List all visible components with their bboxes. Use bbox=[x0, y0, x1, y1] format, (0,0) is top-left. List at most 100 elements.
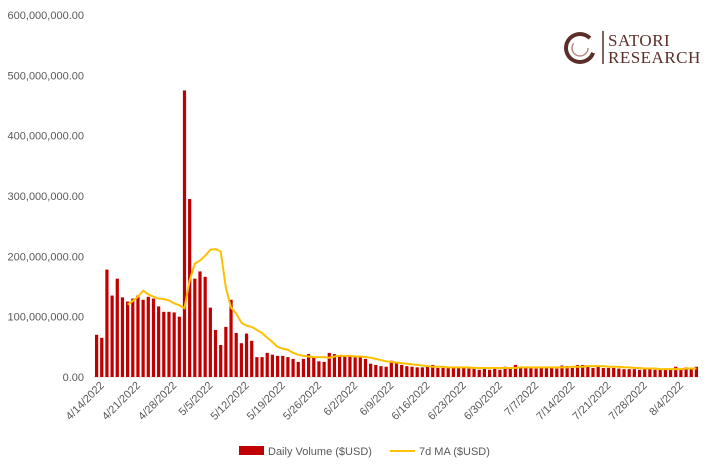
volume-bar bbox=[384, 366, 388, 377]
volume-bar bbox=[617, 368, 621, 377]
volume-bar bbox=[306, 354, 311, 377]
volume-bar bbox=[188, 199, 192, 377]
volume-bar bbox=[503, 366, 507, 377]
volume-bar bbox=[601, 367, 605, 377]
volume-bar bbox=[172, 312, 176, 377]
volume-bar bbox=[534, 368, 538, 377]
volume-bar bbox=[467, 368, 471, 377]
volume-bar bbox=[689, 369, 693, 377]
volume-bar bbox=[208, 307, 212, 377]
volume-bar bbox=[679, 368, 683, 377]
volume-bar bbox=[250, 340, 254, 377]
volume-bar bbox=[389, 360, 393, 377]
volume-bar bbox=[296, 361, 300, 377]
volume-bar bbox=[317, 361, 321, 377]
y-tick-label: 300,000,000.00 bbox=[8, 191, 84, 203]
volume-bar bbox=[560, 365, 564, 377]
legend-label-7d-ma: 7d MA ($USD) bbox=[419, 446, 490, 458]
volume-bar bbox=[115, 278, 119, 377]
volume-bar bbox=[219, 345, 223, 377]
x-axis: 4/14/20224/21/20224/28/20225/5/20225/12/… bbox=[64, 380, 686, 423]
x-tick-label: 4/14/2022 bbox=[64, 380, 107, 423]
volume-bar bbox=[446, 367, 450, 377]
volume-bar bbox=[177, 316, 181, 377]
volume-bars bbox=[94, 90, 699, 378]
volume-bar bbox=[332, 354, 337, 377]
volume-bar bbox=[513, 364, 518, 377]
volume-bar bbox=[508, 368, 512, 377]
y-tick-label: 600,000,000.00 bbox=[8, 10, 84, 22]
volume-bar bbox=[379, 366, 383, 377]
volume-bar bbox=[213, 329, 218, 377]
volume-bar bbox=[596, 366, 600, 377]
volume-bar bbox=[369, 363, 373, 377]
volume-bar bbox=[146, 296, 150, 377]
volume-bar bbox=[658, 369, 662, 377]
y-tick-label: 0.00 bbox=[63, 372, 84, 384]
volume-bar bbox=[312, 357, 316, 377]
volume-bar bbox=[451, 367, 455, 377]
volume-bar bbox=[493, 367, 497, 377]
volume-bar bbox=[100, 337, 104, 377]
volume-bar bbox=[162, 311, 166, 377]
volume-bar bbox=[472, 367, 476, 377]
volume-bar bbox=[663, 369, 667, 377]
volume-bar bbox=[229, 299, 233, 377]
volume-bar bbox=[570, 367, 574, 377]
x-tick-label: 6/16/2022 bbox=[390, 380, 433, 423]
volume-bar bbox=[358, 357, 362, 377]
volume-bar bbox=[519, 367, 523, 377]
volume-bar bbox=[94, 334, 99, 377]
volume-bar bbox=[405, 366, 409, 377]
volume-bar bbox=[234, 332, 238, 377]
volume-bar bbox=[648, 369, 652, 377]
volume-bar bbox=[632, 369, 636, 377]
volume-bar bbox=[477, 369, 481, 377]
volume-bar bbox=[141, 299, 145, 377]
volume-bar bbox=[131, 298, 135, 377]
x-tick-label: 7/28/2022 bbox=[607, 380, 650, 423]
logo-line1: SATORI bbox=[608, 31, 670, 50]
y-axis: 0.00 100,000,000.00 200,000,000.00 300,000,… bbox=[8, 10, 84, 384]
volume-bar bbox=[291, 358, 295, 377]
volume-bar bbox=[151, 298, 156, 377]
volume-bar bbox=[591, 367, 595, 377]
enso-circle-icon bbox=[564, 32, 596, 64]
x-tick-label: 7/21/2022 bbox=[571, 380, 614, 423]
volume-bar bbox=[275, 355, 280, 377]
volume-bar bbox=[612, 367, 616, 377]
legend-swatch-daily-volume bbox=[239, 446, 264, 455]
volume-bar bbox=[668, 369, 673, 377]
volume-bar bbox=[482, 367, 487, 377]
volume-bar bbox=[126, 301, 130, 377]
volume-bar bbox=[498, 369, 502, 377]
y-tick-label: 100,000,000.00 bbox=[8, 312, 84, 324]
volume-bar bbox=[684, 367, 688, 377]
volume-bar bbox=[193, 278, 197, 377]
volume-bar bbox=[637, 369, 642, 377]
x-tick-label: 5/26/2022 bbox=[281, 380, 324, 423]
volume-bar bbox=[348, 355, 352, 377]
volume-bar bbox=[586, 366, 590, 377]
volume-bar bbox=[260, 357, 264, 377]
volume-bar bbox=[524, 367, 528, 377]
volume-bar bbox=[286, 357, 290, 377]
volume-bar bbox=[343, 355, 347, 377]
volume-bar bbox=[239, 343, 243, 377]
volume-bar bbox=[441, 367, 445, 377]
x-tick-label: 6/30/2022 bbox=[462, 380, 505, 423]
volume-bar bbox=[374, 364, 378, 377]
volume-bar bbox=[157, 306, 161, 377]
volume-bar bbox=[653, 369, 657, 377]
volume-bar bbox=[265, 352, 269, 377]
volume-bar bbox=[606, 367, 611, 377]
x-tick-label: 7/14/2022 bbox=[534, 380, 577, 423]
volume-bar bbox=[203, 276, 207, 377]
volume-bar bbox=[415, 367, 419, 377]
legend-item-7d-ma: 7d MA ($USD) bbox=[390, 446, 490, 458]
x-tick-label: 6/2/2022 bbox=[321, 380, 360, 419]
volume-bar bbox=[643, 369, 647, 377]
volume-bar bbox=[436, 367, 440, 377]
volume-bar bbox=[120, 297, 125, 377]
